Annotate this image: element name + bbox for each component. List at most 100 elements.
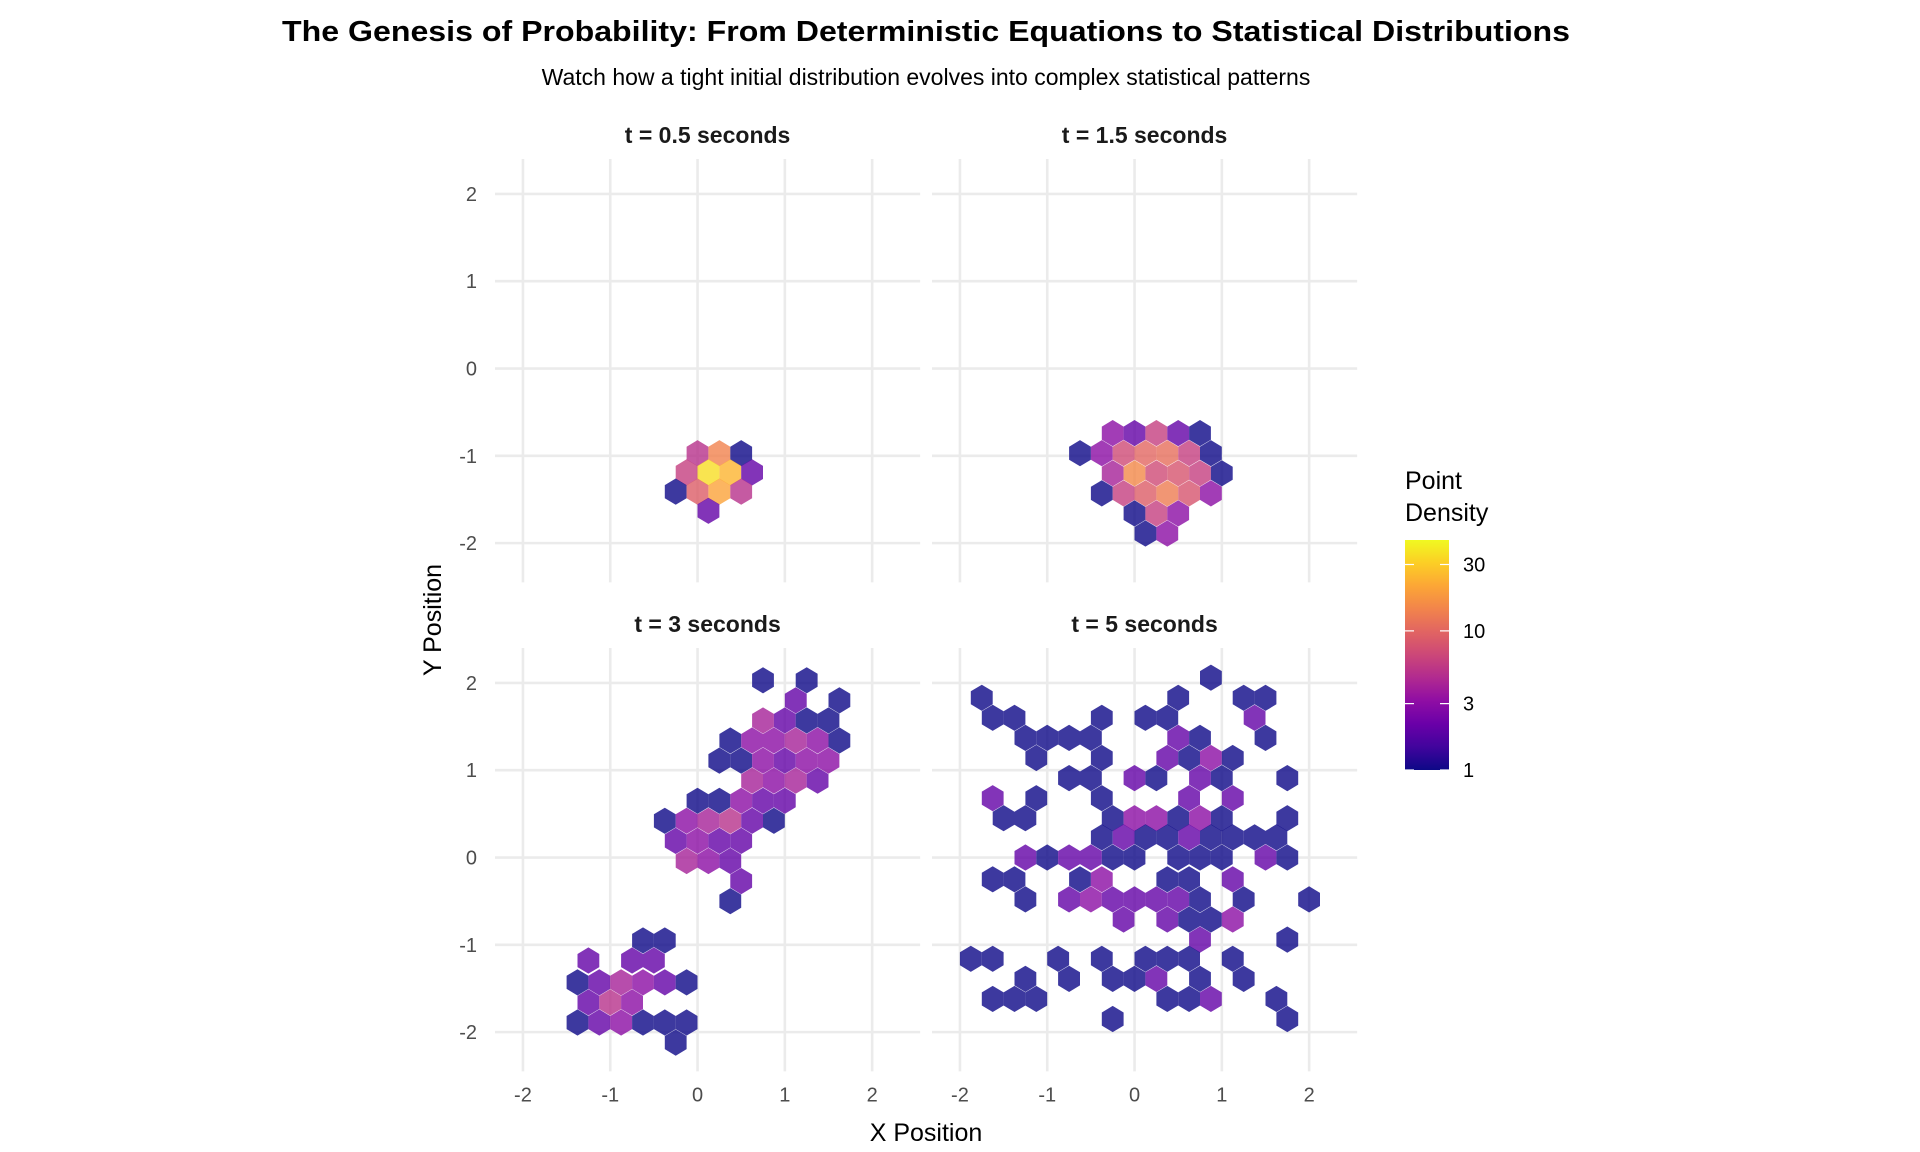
y-tick-label: -1 [459,446,477,468]
hex-bin [992,805,1015,832]
hex-bin [730,868,753,895]
hex-bin [1090,744,1113,772]
hex-bin [752,667,774,694]
chart-subtitle: Watch how a tight initial distribution e… [542,64,1311,90]
hex-bin [1221,824,1244,851]
hex-bin [1167,684,1190,711]
hex-bin [1210,460,1233,487]
hex-bin [577,989,600,1016]
hex-bin [1036,844,1059,871]
hex-bin [1145,805,1168,832]
x-tick-label: 2 [867,1084,878,1106]
hex-bin [1145,965,1168,992]
hex-bin [1265,824,1288,851]
hex-bin [1014,844,1037,871]
hex-bin [795,707,818,734]
x-tick-label: -2 [951,1084,969,1106]
hex-bin [1123,460,1146,487]
hex-bin [719,847,742,875]
hex-bin [1167,460,1190,487]
hex-bin [1069,440,1091,467]
facet-panel: t = 1.5 seconds [932,122,1358,583]
hex-bin [686,827,709,854]
hex-bin [1167,844,1190,871]
hex-bin [1014,805,1037,832]
hex-bin [653,927,676,954]
hex-bin [1123,765,1146,792]
facet-panel: t = 5 seconds -2 -1 0 1 2 [932,611,1358,1106]
hex-bin [1014,724,1037,751]
hex-bin [1123,500,1146,527]
hex-bin [1101,420,1124,447]
hex-bin [719,888,742,915]
hex-bin [708,787,731,814]
hex-bin [1145,460,1168,487]
hex-bin [730,440,753,467]
hex-bin [588,1009,611,1036]
facet-strip-label: t = 3 seconds [634,611,780,637]
y-tick-label: -2 [459,1022,477,1044]
hex-bin [1221,744,1244,772]
hex-bin [1025,744,1048,772]
y-tick-label: 1 [466,760,477,782]
hex-bin [1254,844,1277,871]
legend-tick-label: 10 [1463,621,1485,643]
hex-bin [1123,420,1146,447]
legend-tick-label: 1 [1463,760,1474,782]
hex-bin [1167,500,1190,527]
hex-bin [1025,785,1048,812]
hex-bin [741,767,763,794]
hex-bin [632,927,654,954]
hex-bin [653,969,676,996]
hex-bin [708,747,731,774]
hex-bin [643,947,665,974]
hex-bin [697,459,720,486]
hex-bin [1134,704,1157,731]
hex-bin [773,787,796,814]
hex-bin [730,827,753,854]
hex-bin [1156,480,1179,507]
hex-bin [1254,724,1277,751]
hex-bin [1080,844,1102,871]
chart-title: The Genesis of Probability: From Determi… [282,16,1570,48]
hex-bin [1189,420,1211,447]
hex-bin [1025,985,1048,1012]
hex-bin [806,727,829,754]
hex-bin [981,785,1004,812]
hex-bin [970,684,993,711]
y-tick-label: -2 [459,533,477,555]
hex-bin [664,827,687,854]
hex-bin [1178,985,1200,1012]
hex-bin [1189,886,1211,913]
hex-bin [697,807,720,834]
hex-bin [1058,844,1080,871]
hex-bin [1080,724,1102,751]
facet-strip-label: t = 0.5 seconds [625,122,791,148]
hex-bin [981,985,1004,1012]
hex-bin [1058,724,1080,751]
hex-bin [1134,440,1157,467]
hex-bin [1058,765,1080,792]
hex-bin [959,945,982,972]
hex-bin [1156,824,1179,851]
x-tick-label: 0 [692,1084,703,1106]
hex-bin [730,787,753,814]
hex-bin [1189,965,1211,992]
hex-bin [675,1009,698,1036]
hex-bin [1210,805,1233,832]
facet-panel: t = 3 seconds -2 -1 0 1 2 -2 -1 0 1 2 [459,611,921,1106]
hex-bin [1178,744,1200,772]
legend-title-line1: Point [1405,467,1462,495]
y-tick-label: 2 [466,673,477,695]
hex-bin [817,747,840,774]
hex-bin [730,747,753,774]
hex-bin [1189,460,1211,487]
legend-tick-label: 30 [1463,554,1485,576]
hex-bin [784,687,807,714]
hex-bin [1090,785,1113,812]
hex-bin [806,767,829,794]
hex-bin [1178,785,1200,812]
hex-bin [1090,824,1113,851]
hex-bin [1123,844,1146,871]
